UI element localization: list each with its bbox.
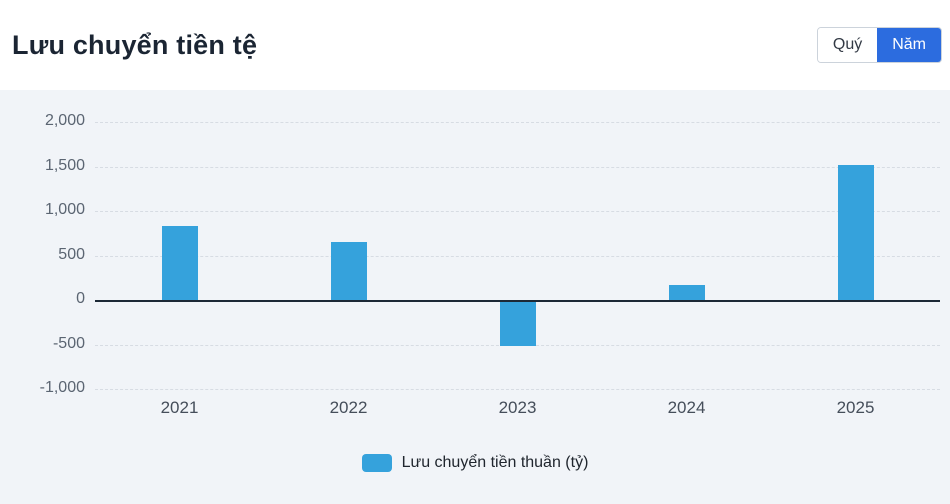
legend-label: Lưu chuyển tiền thuần (tỷ) [401, 454, 589, 471]
gridline [95, 389, 940, 390]
page-title: Lưu chuyển tiền tệ [12, 29, 258, 60]
gridline [95, 255, 940, 257]
y-axis-tick-label: -500 [52, 334, 85, 352]
x-axis-label-2025: 2025 [836, 398, 875, 417]
y-axis-tick-label: 500 [58, 245, 85, 263]
quarter-toggle-button[interactable]: Quý [817, 28, 878, 62]
legend-swatch [361, 454, 392, 472]
chart-legend[interactable]: Lưu chuyển tiền thuần (tỷ) [0, 454, 950, 472]
bar-2021[interactable] [161, 226, 198, 300]
bar-2025[interactable] [837, 164, 874, 300]
bar-2022[interactable] [330, 242, 367, 300]
y-axis-tick-label: -1,000 [39, 379, 85, 396]
year-toggle-button[interactable]: Năm [877, 28, 941, 62]
y-axis-tick-label: 1,000 [44, 201, 85, 218]
y-axis-tick-label: 1,500 [44, 156, 85, 174]
x-axis-label-2022: 2022 [329, 398, 368, 417]
y-axis-tick-label: 2,000 [44, 112, 85, 129]
cash-flow-widget: Lưu chuyển tiền tệ Quý Năm 2,000 1,500 1,0… [0, 0, 950, 472]
bar-2024[interactable] [668, 284, 705, 300]
y-axis-tick-label: 0 [76, 290, 85, 307]
x-axis-label-2023: 2023 [498, 398, 537, 417]
x-axis-label-2021: 2021 [160, 398, 199, 417]
cash-flow-chart: 2,000 1,500 1,000 500 0 -500 -1,000 2021 2022 202… [0, 90, 950, 430]
gridline [95, 122, 940, 123]
gridline [95, 166, 940, 168]
bar-2023[interactable] [499, 300, 536, 347]
x-axis-label-2024: 2024 [667, 398, 706, 417]
header: Lưu chuyển tiền tệ Quý Năm [0, 0, 950, 90]
zero-axis-line [95, 300, 940, 302]
gridline [95, 211, 940, 212]
period-toggle: Quý Năm [816, 27, 942, 63]
